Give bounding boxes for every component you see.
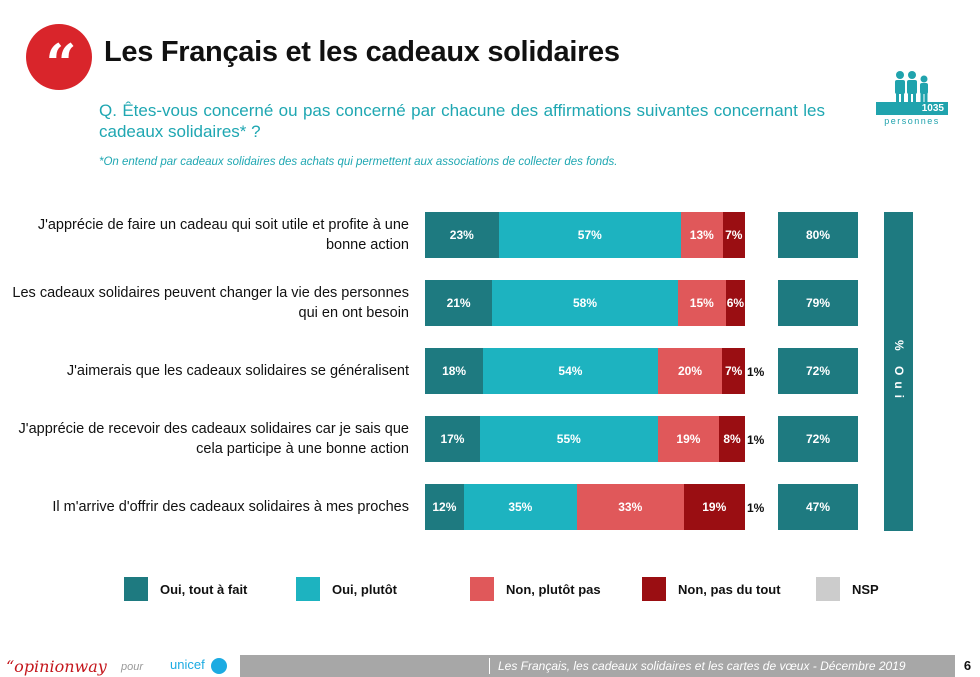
bar-row: 12% 35% 33% 19% xyxy=(425,484,745,530)
page-title: Les Français et les cadeaux solidaires xyxy=(104,36,620,68)
total-oui-value: 47% xyxy=(778,484,858,530)
segment-non-pas-du-tout: 7% xyxy=(722,212,745,258)
legend-swatch xyxy=(124,577,148,601)
row-label: J'apprécie de faire un cadeau qui soit u… xyxy=(37,217,409,253)
segment-non-plutot-pas: 33% xyxy=(576,484,684,530)
segment-non-pas-du-tout: 7% xyxy=(722,348,745,394)
segment-oui-plutot: 57% xyxy=(498,212,681,258)
bar-row: 18% 54% 20% 7% xyxy=(425,348,745,394)
footer: “opinionway pour unicef Les Français, le… xyxy=(0,655,980,677)
legend-label: Non, pas du tout xyxy=(678,581,781,597)
legend-swatch xyxy=(642,577,666,601)
legend-label: Oui, plutôt xyxy=(332,581,397,597)
question-text: Q. Êtes-vous concerné ou pas concerné pa… xyxy=(99,101,825,141)
segment-oui-plutot: 58% xyxy=(492,280,678,326)
segment-oui-tout-a-fait: 18% xyxy=(425,348,484,394)
row-label: Il m'arrive d'offrir des cadeaux solidai… xyxy=(52,499,409,515)
segment-non-pas-du-tout: 8% xyxy=(719,416,745,462)
total-oui-value: 72% xyxy=(778,416,858,462)
legend-item: Oui, tout à fait xyxy=(124,577,247,601)
footer-text: Les Français, les cadeaux solidaires et … xyxy=(498,659,906,673)
legend-swatch xyxy=(470,577,494,601)
bar-row: 21% 58% 15% 6% xyxy=(425,280,745,326)
row-label: J'aimerais que les cadeaux solidaires se… xyxy=(66,363,409,379)
legend-label: Oui, tout à fait xyxy=(160,581,248,597)
legend-item: NSP xyxy=(816,577,879,601)
total-oui-value: 72% xyxy=(778,348,858,394)
segment-oui-tout-a-fait: 17% xyxy=(425,416,480,462)
nsp-value-label: 1% xyxy=(747,501,765,515)
segment-oui-plutot: 35% xyxy=(463,484,577,530)
segment-non-pas-du-tout: 19% xyxy=(683,484,745,530)
opinionway-logo: “opinionway xyxy=(6,657,107,676)
nsp-value-label: 1% xyxy=(747,433,765,447)
legend-item: Non, plutôt pas xyxy=(470,577,601,601)
sample-size-badge: 1035 personnes xyxy=(876,70,948,126)
bar-row: 17% 55% 19% 8% xyxy=(425,416,745,462)
sample-label: personnes xyxy=(884,116,940,126)
segment-non-plutot-pas: 15% xyxy=(677,280,726,326)
total-oui-value: 79% xyxy=(778,280,858,326)
segment-oui-plutot: 54% xyxy=(483,348,658,394)
segment-non-pas-du-tout: 6% xyxy=(725,280,745,326)
segment-oui-tout-a-fait: 23% xyxy=(425,212,499,258)
legend-swatch xyxy=(816,577,840,601)
legend-label: NSP xyxy=(852,581,879,597)
footer-divider xyxy=(489,658,490,674)
unicef-globe-icon xyxy=(211,658,227,674)
segment-oui-tout-a-fait: 12% xyxy=(425,484,464,530)
segment-non-plutot-pas: 19% xyxy=(657,416,720,462)
quotation-mark-icon: “ xyxy=(26,24,92,91)
footer-pour: pour xyxy=(121,661,144,673)
total-oui-value: 80% xyxy=(778,212,858,258)
total-column-label: % Oui xyxy=(891,339,906,404)
legend-label: Non, plutôt pas xyxy=(506,581,601,597)
segment-non-plutot-pas: 13% xyxy=(680,212,723,258)
legend-swatch xyxy=(296,577,320,601)
segment-oui-plutot: 55% xyxy=(479,416,658,462)
segment-oui-tout-a-fait: 21% xyxy=(425,280,493,326)
bar-row: 23% 57% 13% 7% xyxy=(425,212,745,258)
footnote: *On entend par cadeaux solidaires des ac… xyxy=(99,156,618,168)
legend-item: Oui, plutôt xyxy=(296,577,397,601)
segment-non-plutot-pas: 20% xyxy=(657,348,723,394)
page-number: 6 xyxy=(955,655,980,677)
people-icon xyxy=(895,71,928,104)
row-label: J'apprécie de recevoir des cadeaux solid… xyxy=(18,421,409,457)
row-label: Les cadeaux solidaires peuvent changer l… xyxy=(12,285,409,321)
nsp-value-label: 1% xyxy=(747,365,765,379)
sample-count: 1035 xyxy=(876,102,948,115)
total-column-header: % Oui xyxy=(884,212,913,531)
footer-logos: “opinionway pour unicef xyxy=(0,655,240,677)
unicef-logo: unicef xyxy=(170,657,205,672)
legend-item: Non, pas du tout xyxy=(642,577,781,601)
